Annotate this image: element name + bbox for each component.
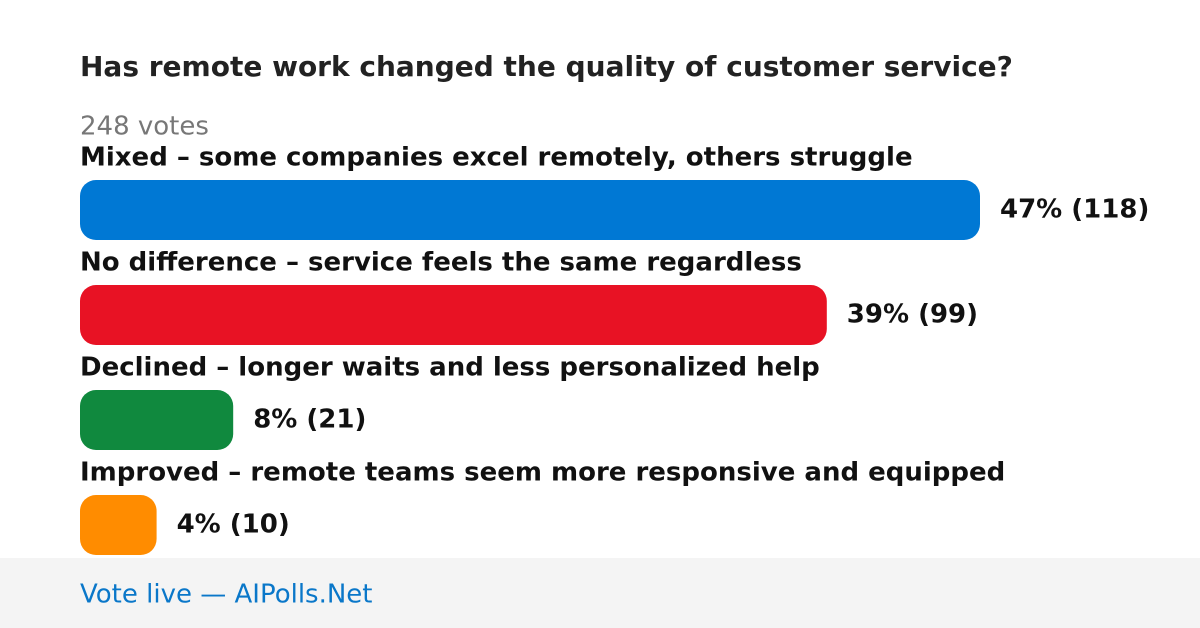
option-label: Declined – longer waits and less persona… bbox=[80, 353, 820, 383]
value-label: 4% (10) bbox=[177, 510, 290, 540]
value-label: 39% (99) bbox=[847, 300, 978, 330]
option-label: No difference – service feels the same r… bbox=[80, 248, 802, 278]
option-label: Mixed – some companies excel remotely, o… bbox=[80, 143, 913, 173]
bar bbox=[80, 390, 234, 450]
bar bbox=[80, 285, 827, 345]
bar bbox=[80, 495, 157, 555]
value-label: 47% (118) bbox=[1000, 195, 1149, 225]
vote-count: 248 votes bbox=[80, 112, 209, 142]
chart-title: Has remote work changed the quality of c… bbox=[80, 50, 1013, 83]
footer-link[interactable]: Vote live — AIPolls.Net bbox=[80, 580, 373, 610]
bar bbox=[80, 180, 980, 240]
footer-band bbox=[0, 558, 1200, 628]
value-label: 8% (21) bbox=[253, 405, 366, 435]
option-label: Improved – remote teams seem more respon… bbox=[80, 458, 1005, 488]
